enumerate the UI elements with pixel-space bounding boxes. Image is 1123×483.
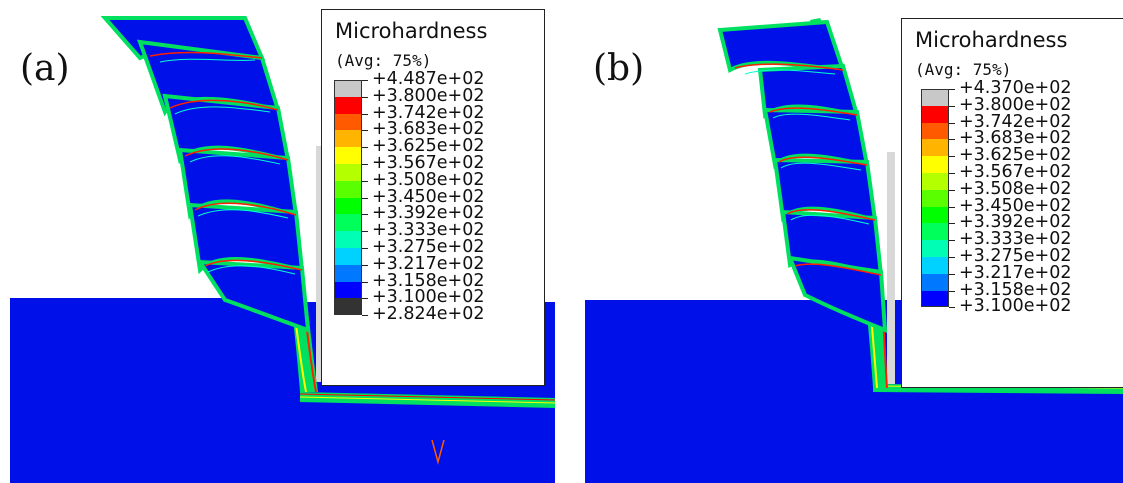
legend-tick (949, 105, 955, 107)
legend-swatch (921, 139, 949, 157)
legend-tick (949, 257, 955, 258)
legend-a: Microhardness (Avg: 75%) +4.487e+02 +3.80… (321, 9, 545, 386)
legend-value: +3.625e+02 (959, 145, 1072, 166)
legend-tick (949, 89, 955, 90)
legend-swatch (334, 180, 362, 198)
legend-swatch (334, 147, 362, 164)
legend-value: +3.158e+02 (372, 270, 485, 291)
panel-label-b: (b) (593, 48, 645, 89)
legend-tick (362, 80, 368, 81)
legend-tick (949, 139, 955, 141)
legend-value: +3.508e+02 (959, 178, 1072, 199)
legend-tick (362, 248, 368, 249)
legend-swatch (921, 206, 949, 224)
legend-tick (362, 298, 368, 300)
legend-swatch (334, 231, 362, 248)
legend-tick (362, 315, 368, 317)
legend-swatch (921, 122, 949, 140)
legend-value: +4.487e+02 (372, 69, 485, 89)
legend-value: +3.275e+02 (959, 246, 1072, 266)
legend-value: +3.800e+02 (372, 85, 485, 106)
legend-value: +3.392e+02 (959, 212, 1072, 233)
legend-value: +3.217e+02 (372, 253, 485, 274)
legend-value: +3.100e+02 (959, 296, 1072, 317)
legend-value: +3.683e+02 (959, 128, 1072, 149)
legend-tick (949, 206, 955, 208)
legend-tick (949, 156, 955, 158)
chip-segments-a (100, 16, 311, 333)
legend-swatch (921, 156, 949, 173)
legend-swatch (921, 257, 949, 274)
legend-swatch (921, 173, 949, 190)
legend-value: +3.683e+02 (372, 119, 485, 140)
legend-swatch (921, 89, 949, 106)
legend-subtitle-a: (Avg: 75%) (335, 51, 432, 70)
legend-value: +3.450e+02 (959, 195, 1072, 216)
legend-tick (949, 273, 955, 275)
legend-subtitle-b: (Avg: 75%) (915, 60, 1012, 79)
legend-value: +3.567e+02 (372, 153, 485, 173)
legend-swatch (334, 80, 362, 97)
legend-swatch (334, 96, 362, 114)
legend-swatch (921, 273, 949, 291)
legend-value: +3.217e+02 (959, 262, 1072, 283)
legend-swatch (921, 290, 949, 308)
legend-tick (362, 231, 368, 233)
legend-title-a: Microhardness (335, 19, 488, 43)
legend-tick (362, 264, 368, 266)
legend-swatch (334, 248, 362, 265)
legend-swatch (921, 223, 949, 241)
legend-swatch (921, 105, 949, 123)
panel-b: (b) Microhardness (Avg: 75%) +4.370e+02 +… (565, 0, 1123, 483)
legend-swatch (334, 130, 362, 148)
panel-a: (a) Microhardness (Avg: 75%) +4.487e+02 +… (0, 0, 560, 483)
legend-value: +3.508e+02 (372, 169, 485, 190)
legend-tick (362, 96, 368, 98)
legend-value: +3.392e+02 (372, 203, 485, 224)
legend-swatch (921, 189, 949, 207)
legend-value: +3.450e+02 (372, 186, 485, 207)
legend-swatch (334, 164, 362, 181)
legend-tick (362, 180, 368, 182)
legend-tick (362, 197, 368, 199)
legend-value: +3.158e+02 (959, 279, 1072, 300)
legend-value: +3.567e+02 (959, 162, 1072, 182)
legend-tick (362, 113, 368, 115)
legend-swatch (334, 113, 362, 131)
legend-tick (949, 173, 955, 174)
legend-value: +3.742e+02 (372, 102, 485, 123)
legend-swatch (921, 240, 949, 257)
legend-tick (362, 130, 368, 132)
legend-value: +3.800e+02 (959, 94, 1072, 115)
legend-value: +3.333e+02 (959, 229, 1072, 250)
legend-tick (949, 122, 955, 124)
legend-value: +2.824e+02 (372, 304, 485, 325)
chip-segments-b (717, 19, 888, 334)
legend-value: +3.275e+02 (372, 237, 485, 257)
legend-swatch (334, 264, 362, 282)
tool-edge-a (316, 146, 322, 382)
legend-b: Microhardness (Avg: 75%) +4.370e+02 +3.80… (901, 18, 1123, 388)
legend-swatch (334, 197, 362, 215)
legend-tick (949, 189, 955, 191)
legend-tick (362, 281, 368, 283)
legend-swatch (334, 214, 362, 232)
legend-value: +3.100e+02 (372, 287, 485, 308)
legend-tick (949, 290, 955, 292)
legend-tick (949, 240, 955, 242)
panel-label-a: (a) (20, 48, 70, 89)
legend-value: +3.333e+02 (372, 220, 485, 241)
legend-tick (949, 307, 955, 309)
legend-tick (362, 147, 368, 149)
legend-tick (949, 223, 955, 225)
legend-title-b: Microhardness (915, 28, 1068, 52)
legend-value: +4.370e+02 (959, 78, 1072, 98)
legend-tick (362, 164, 368, 165)
legend-swatch (334, 281, 362, 299)
legend-value: +3.625e+02 (372, 136, 485, 157)
legend-value: +3.742e+02 (959, 111, 1072, 132)
legend-swatch (334, 298, 362, 316)
legend-tick (362, 214, 368, 216)
tool-edge-b (887, 152, 895, 384)
